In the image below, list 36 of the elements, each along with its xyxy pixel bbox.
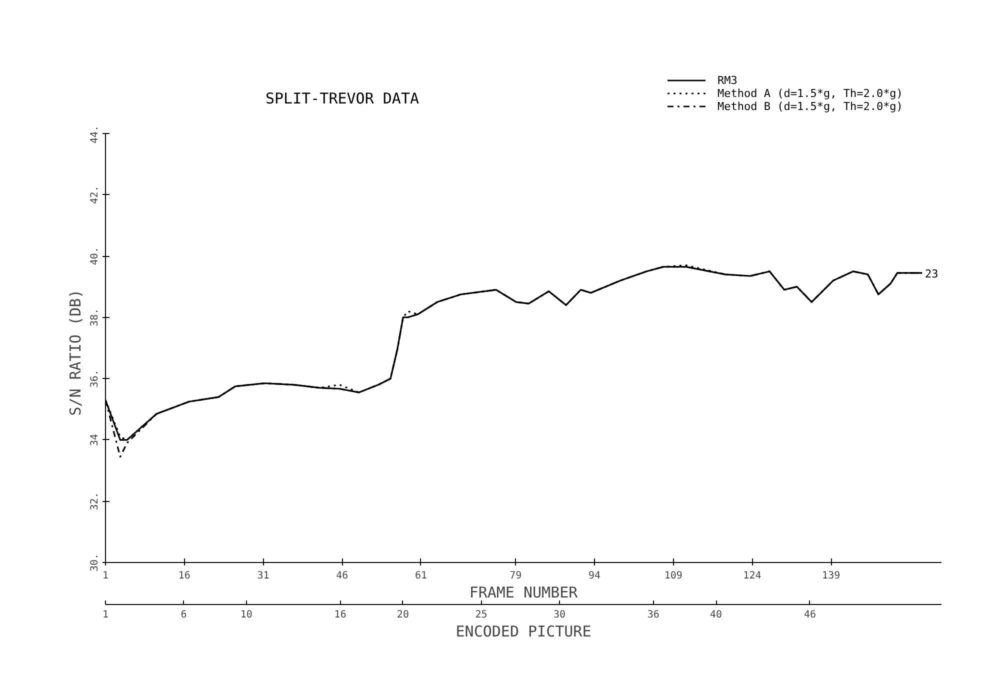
- x-tick-label: 109: [664, 570, 682, 582]
- annotation: 23: [925, 267, 938, 280]
- x-tick-label: 124: [743, 570, 762, 582]
- x-tick-label: 139: [822, 570, 840, 582]
- y-tick-label: 36.: [90, 370, 100, 388]
- x-tick-label: 31: [257, 570, 270, 582]
- x-tick-label: 16: [178, 570, 190, 582]
- x2-tick-label: 46: [804, 610, 816, 620]
- legend-label: RM3: [718, 74, 738, 87]
- legend-label: Method B (d=1.5*g, Th=2.0*g): [718, 100, 903, 113]
- x-tick-label: 79: [510, 570, 522, 582]
- y-tick-label: 34: [90, 434, 100, 446]
- y-tick-label: 44.: [90, 126, 100, 144]
- y-tick-label: 30.: [90, 553, 100, 572]
- x2-tick-label: 10: [240, 610, 252, 620]
- chart-title: SPLIT-TREVOR DATA: [266, 90, 420, 108]
- x-tick-label: 46: [336, 570, 348, 582]
- y-tick-label: 32.: [90, 492, 100, 510]
- legend-label: Method A (d=1.5*g, Th=2.0*g): [718, 87, 903, 100]
- y-tick-label: 40.: [90, 247, 100, 266]
- x2-tick-label: 6: [180, 610, 187, 620]
- x2-tick-label: 30: [553, 610, 566, 620]
- x2-tick-label: 1: [102, 610, 109, 620]
- x-tick-label: 61: [414, 570, 427, 582]
- x-axis-title: FRAME NUMBER: [469, 584, 579, 602]
- x-tick-label: 1: [102, 570, 109, 582]
- x2-tick-label: 20: [396, 610, 409, 620]
- x2-tick-label: 40: [710, 610, 722, 620]
- x-tick-label: 94: [588, 570, 601, 582]
- y-tick-label: 38.: [90, 308, 100, 326]
- x2-tick-label: 36: [647, 610, 660, 620]
- x2-tick-label: 16: [334, 610, 346, 620]
- x2-tick-label: 25: [475, 610, 488, 620]
- y-axis-title: S/N RATIO (DB): [66, 289, 84, 416]
- x2-axis-title: ENCODED PICTURE: [456, 622, 592, 640]
- y-tick-label: 42.: [90, 186, 100, 204]
